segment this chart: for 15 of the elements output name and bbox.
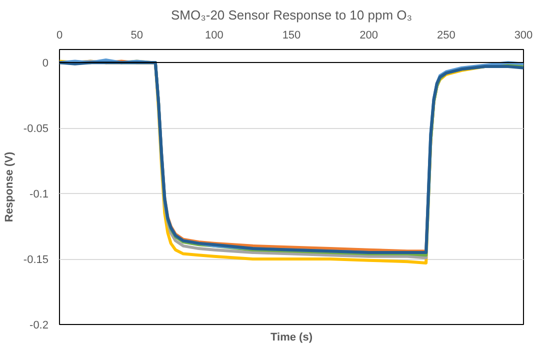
x-tick-label: 250 [436,30,456,42]
y-tick-label: 0 [42,58,49,70]
y-tick-label: -0.2 [30,320,49,332]
x-tick-label: 150 [282,30,301,42]
x-tick-label: 50 [130,30,143,42]
y-tick-label: -0.15 [23,254,49,266]
x-tick-label: 300 [514,30,533,42]
x-tick-label: 100 [204,30,224,42]
x-axis-title: Time (s) [270,332,313,344]
y-tick-label: -0.1 [30,188,49,201]
x-tick-label: 0 [56,30,63,42]
y-tick-label: -0.05 [23,123,49,136]
x-tick-label: 200 [360,30,378,42]
chart-title: SMO₃-20 Sensor Response to 10 ppm O₃ [170,8,412,22]
y-axis-title: Response (V) [3,152,16,222]
